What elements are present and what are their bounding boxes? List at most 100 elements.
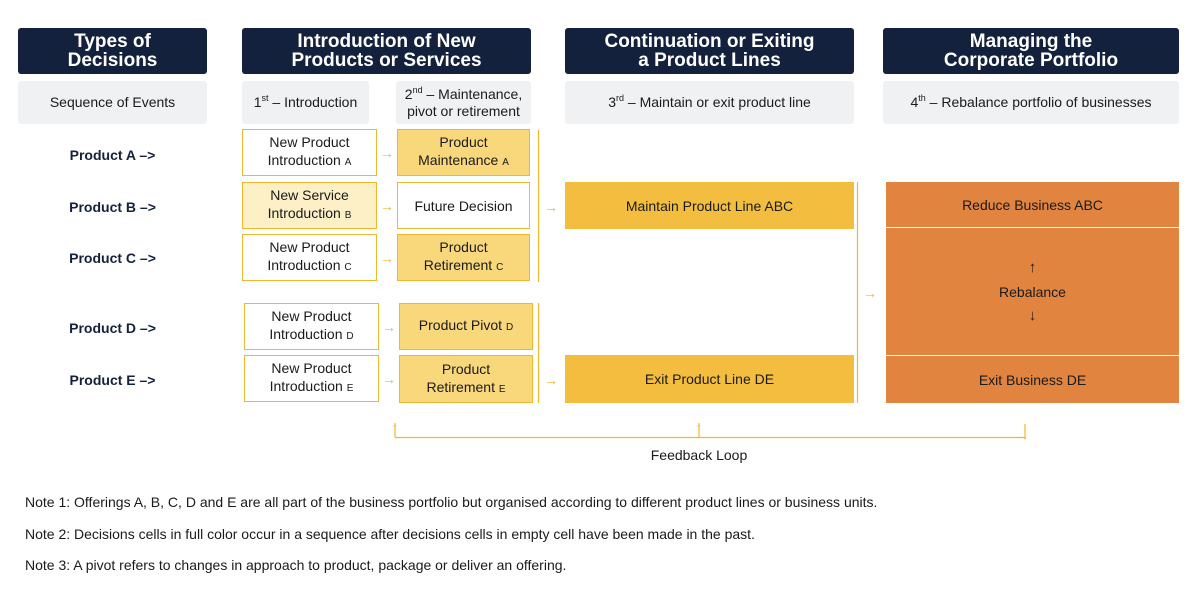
- cell-text: New Product: [271, 308, 352, 324]
- note-2: Note 2: Decisions cells in full color oc…: [25, 526, 755, 542]
- header-line: Introduction of New: [297, 31, 476, 52]
- cell-new-product-a: New Product Introduction A: [242, 129, 377, 176]
- cell-text: Product: [441, 360, 491, 377]
- cell-subscript: C: [344, 262, 352, 273]
- cell-text: New Product: [269, 134, 350, 150]
- cell-text: Maintain Product Line ABC: [625, 197, 794, 214]
- cell-text: Future Decision: [414, 197, 513, 214]
- product-label-d: Product D –>: [69, 320, 156, 336]
- header-line: a Product Lines: [638, 50, 781, 71]
- cell-subscript: E: [346, 383, 354, 394]
- cell-retirement-c: Product Retirement C: [397, 234, 530, 281]
- cell-text: Retirement: [426, 378, 495, 395]
- arrow-right-icon: →: [380, 198, 394, 214]
- cell-subscript: C: [496, 262, 504, 273]
- cell-subscript: B: [344, 210, 352, 221]
- cell-text: Introduction: [267, 205, 341, 221]
- cell-pivot-d: Product Pivot D: [399, 303, 533, 350]
- ordinal-suffix: th: [918, 93, 926, 103]
- arrow-down-icon: ↓: [1028, 306, 1037, 324]
- arrow-right-icon: →: [863, 285, 877, 301]
- subheader-text: – Maintain or exit product line: [624, 94, 811, 110]
- cell-text: Product Pivot: [418, 317, 503, 333]
- cell-text: Introduction: [269, 326, 343, 342]
- subheader-text: pivot or retirement: [407, 102, 520, 119]
- arrow-down-icon: ↓: [1021, 426, 1029, 442]
- cell-rebalance: ↑ Rebalance ↓: [886, 228, 1179, 355]
- ordinal-number: 2: [404, 85, 413, 102]
- product-label-a: Product A –>: [69, 147, 156, 163]
- subheader-third: 3rd – Maintain or exit product line: [565, 81, 854, 124]
- arrow-up-icon: ↑: [391, 419, 399, 435]
- header-introduction: Introduction of New Products or Services: [242, 28, 531, 74]
- cell-text: Exit Business DE: [978, 371, 1087, 388]
- feedback-loop-label: Feedback Loop: [650, 447, 748, 463]
- cell-subscript: E: [498, 383, 506, 395]
- arrow-up-icon: ↑: [695, 419, 703, 435]
- header-line: Managing the: [969, 31, 1093, 52]
- arrow-right-icon: →: [544, 372, 558, 388]
- header-line: Continuation or Exiting: [604, 31, 815, 52]
- cell-text: Maintenance: [418, 152, 499, 168]
- subheader-text: Sequence of Events: [49, 94, 176, 110]
- arrow-right-icon: →: [382, 371, 396, 387]
- cell-subscript: A: [344, 157, 352, 168]
- product-label-c: Product C –>: [69, 250, 156, 266]
- note-1: Note 1: Offerings A, B, C, D and E are a…: [25, 494, 878, 510]
- product-label-b: Product B –>: [69, 199, 156, 215]
- header-managing-portfolio: Managing the Corporate Portfolio: [883, 28, 1179, 74]
- product-label-e: Product E –>: [69, 372, 156, 388]
- cell-text: Product: [439, 134, 488, 150]
- cell-text: Introduction: [269, 378, 343, 394]
- cell-exit-line-de: Exit Product Line DE: [565, 355, 854, 403]
- cell-text: Introduction: [267, 257, 341, 273]
- arrow-right-icon: →: [544, 199, 558, 215]
- cell-text: New Product: [269, 239, 350, 255]
- cell-text: Introduction: [267, 152, 341, 168]
- ordinal-suffix: nd: [412, 84, 423, 95]
- cell-maintain-line-abc: Maintain Product Line ABC: [565, 182, 854, 229]
- cell-new-product-e: New Product Introduction E: [244, 355, 379, 402]
- ordinal-number: 1: [253, 94, 262, 110]
- cell-subscript: A: [502, 157, 509, 168]
- cell-text: New Product: [271, 360, 352, 376]
- header-line: Products or Services: [291, 50, 482, 71]
- header-line: Types of: [74, 31, 151, 52]
- arrow-right-icon: →: [380, 250, 394, 266]
- cell-future-decision-b: Future Decision: [397, 182, 530, 229]
- cell-reduce-business-abc: Reduce Business ABC: [886, 182, 1179, 227]
- cell-retirement-e: Product Retirement E: [399, 355, 533, 403]
- subheader-sequence: Sequence of Events: [18, 81, 207, 124]
- arrow-right-icon: →: [380, 145, 394, 161]
- arrow-up-icon: ↑: [1028, 258, 1037, 276]
- ordinal-suffix: st: [261, 93, 269, 103]
- cell-text: Product: [439, 239, 488, 255]
- subheader-text: – Rebalance portfolio of businesses: [925, 94, 1152, 110]
- header-types-of-decisions: Types of Decisions: [18, 28, 207, 74]
- cell-text: Exit Product Line DE: [644, 371, 775, 387]
- cell-new-product-d: New Product Introduction D: [244, 303, 379, 350]
- subheader-text: – Maintenance,: [422, 85, 523, 102]
- cell-text: Rebalance: [999, 283, 1066, 300]
- header-line: Corporate Portfolio: [943, 50, 1119, 71]
- subheader-text: – Introduction: [268, 94, 358, 110]
- cell-maintenance-a: Product Maintenance A: [397, 129, 530, 176]
- cell-text: New Service: [270, 187, 349, 203]
- cell-text: Reduce Business ABC: [962, 196, 1103, 213]
- note-3: Note 3: A pivot refers to changes in app…: [25, 557, 567, 573]
- cell-exit-business-de: Exit Business DE: [886, 356, 1179, 403]
- cell-text: Retirement: [423, 257, 493, 273]
- arrow-right-icon: →: [382, 319, 396, 335]
- ordinal-number: 4: [910, 94, 919, 110]
- cell-subscript: D: [505, 322, 514, 333]
- header-line: Decisions: [67, 50, 158, 71]
- cell-new-product-c: New Product Introduction C: [242, 234, 377, 281]
- cell-subscript: D: [346, 331, 354, 342]
- subheader-second: 2nd – Maintenance, pivot or retirement: [396, 81, 531, 124]
- header-continuation: Continuation or Exiting a Product Lines: [565, 28, 854, 74]
- cell-new-service-b: New Service Introduction B: [242, 182, 377, 229]
- ordinal-suffix: rd: [616, 93, 625, 103]
- subheader-first: 1st – Introduction: [242, 81, 369, 124]
- subheader-fourth: 4th – Rebalance portfolio of businesses: [883, 81, 1179, 124]
- ordinal-number: 3: [608, 94, 616, 110]
